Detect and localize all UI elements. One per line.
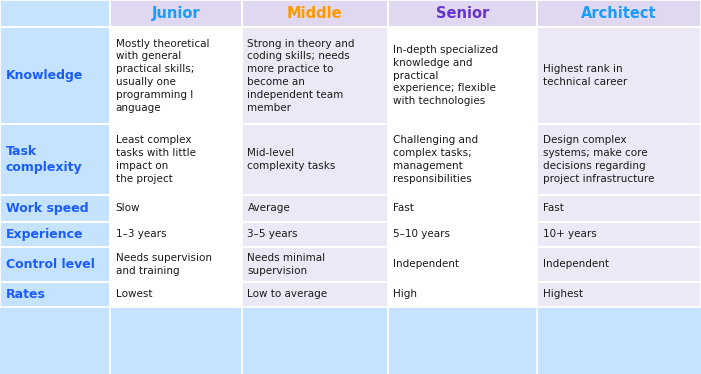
Bar (0, 282, 110, 307)
Text: 3–5 years: 3–5 years (247, 230, 298, 239)
Bar (110, 124, 242, 195)
Text: Design complex
systems; make core
decisions regarding
project infrastructure: Design complex systems; make core decisi… (543, 135, 654, 184)
Text: High: High (393, 289, 417, 299)
Text: Middle: Middle (287, 6, 343, 21)
Bar (537, 195, 701, 222)
Text: Experience: Experience (6, 228, 83, 241)
Bar (537, 222, 701, 247)
Text: Control level: Control level (6, 258, 95, 271)
Text: Fast: Fast (393, 203, 414, 213)
Text: Challenging and
complex tasks;
management
responsibilities: Challenging and complex tasks; managemen… (393, 135, 478, 184)
Bar (0, 247, 110, 282)
Bar (0, 222, 110, 247)
Text: Low to average: Low to average (247, 289, 327, 299)
Bar (537, 27, 701, 124)
Text: Average: Average (247, 203, 290, 213)
Text: In-depth specialized
knowledge and
practical
experience; flexible
with technolog: In-depth specialized knowledge and pract… (393, 45, 498, 106)
Text: Fast: Fast (543, 203, 564, 213)
Text: Task
complexity: Task complexity (6, 145, 82, 174)
Bar (388, 27, 537, 124)
Text: 10+ years: 10+ years (543, 230, 597, 239)
Bar (0, 195, 110, 222)
Bar (0, 124, 110, 195)
Bar (537, 124, 701, 195)
Bar (242, 247, 388, 282)
Text: Least complex
tasks with little
impact on
the project: Least complex tasks with little impact o… (116, 135, 196, 184)
Bar (242, 222, 388, 247)
Text: Mostly theoretical
with general
practical skills;
usually one
programming l
angu: Mostly theoretical with general practica… (116, 39, 209, 113)
Text: Mid-level
complexity tasks: Mid-level complexity tasks (247, 148, 336, 171)
Text: Rates: Rates (6, 288, 46, 301)
Text: Needs minimal
supervision: Needs minimal supervision (247, 253, 325, 276)
Bar (537, 247, 701, 282)
Bar (388, 0, 537, 27)
Bar (537, 282, 701, 307)
Bar (0, 27, 110, 124)
Bar (537, 0, 701, 27)
Text: Independent: Independent (393, 260, 459, 269)
Text: 5–10 years: 5–10 years (393, 230, 450, 239)
Bar (110, 195, 242, 222)
Text: Slow: Slow (116, 203, 140, 213)
Bar (242, 124, 388, 195)
Bar (242, 195, 388, 222)
Text: Work speed: Work speed (6, 202, 88, 215)
Text: Junior: Junior (151, 6, 200, 21)
Bar (388, 195, 537, 222)
Bar (0, 0, 110, 27)
Text: Independent: Independent (543, 260, 608, 269)
Bar (110, 282, 242, 307)
Text: Lowest: Lowest (116, 289, 152, 299)
Bar (242, 27, 388, 124)
Text: Knowledge: Knowledge (6, 69, 83, 82)
Text: 1–3 years: 1–3 years (116, 230, 166, 239)
Bar (242, 0, 388, 27)
Text: Highest rank in
technical career: Highest rank in technical career (543, 64, 627, 87)
Text: Highest: Highest (543, 289, 583, 299)
Bar (110, 247, 242, 282)
Bar (110, 27, 242, 124)
Bar (388, 247, 537, 282)
Bar (388, 222, 537, 247)
Bar (242, 282, 388, 307)
Bar (388, 124, 537, 195)
Text: Strong in theory and
coding skills; needs
more practice to
become an
independent: Strong in theory and coding skills; need… (247, 39, 355, 113)
Bar (110, 0, 242, 27)
Text: Architect: Architect (581, 6, 657, 21)
Bar (388, 282, 537, 307)
Text: Senior: Senior (436, 6, 489, 21)
Bar (110, 222, 242, 247)
Text: Needs supervision
and training: Needs supervision and training (116, 253, 212, 276)
